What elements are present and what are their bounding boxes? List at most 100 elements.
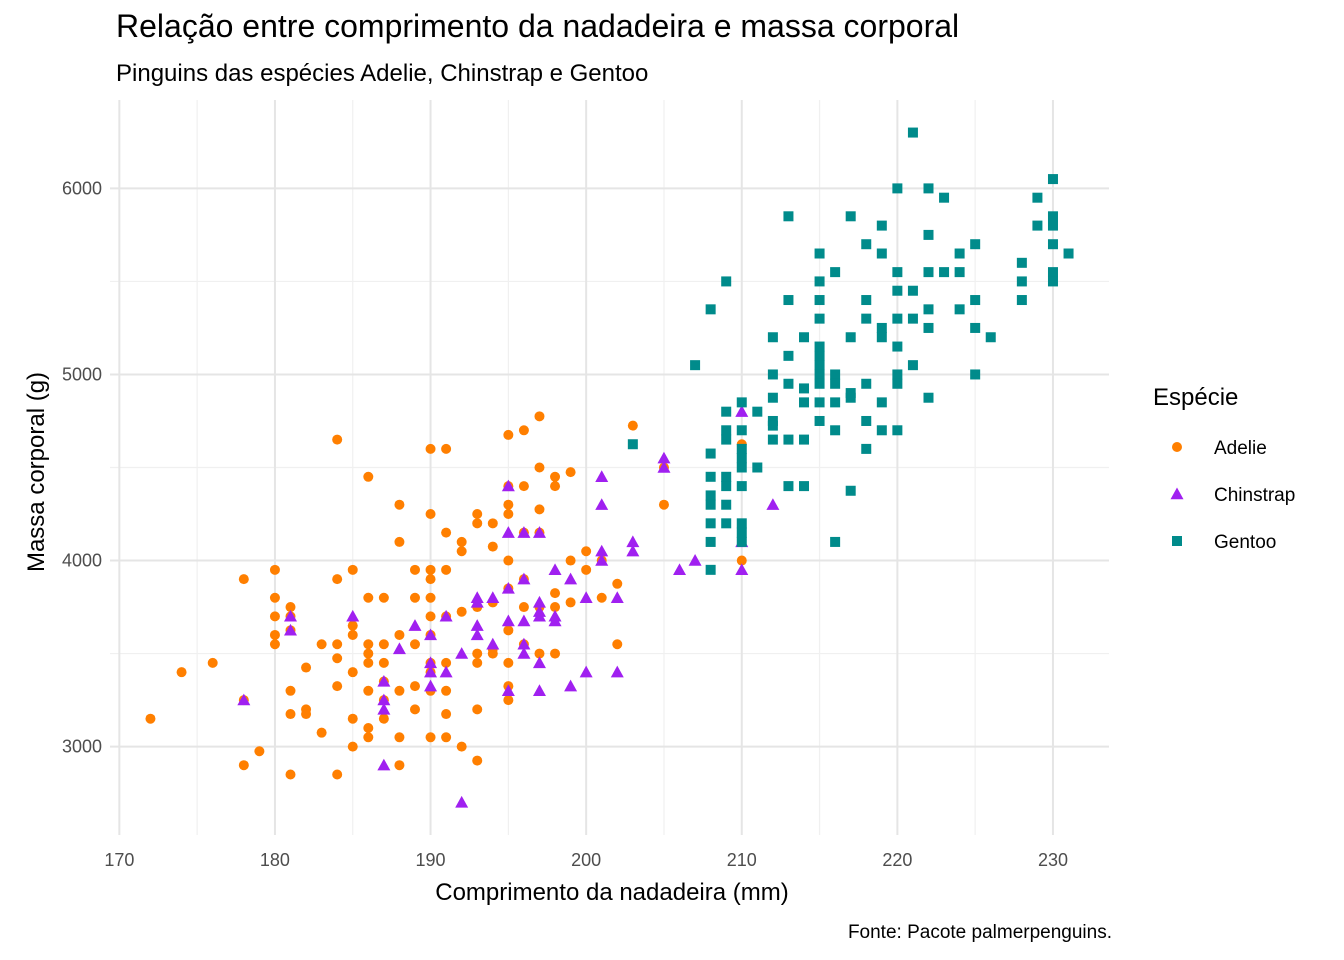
x-tick-label: 170 xyxy=(104,850,134,870)
point-adelie xyxy=(612,639,623,650)
point-adelie xyxy=(363,648,374,659)
point-gentoo xyxy=(814,378,825,389)
point-adelie xyxy=(301,662,312,673)
data-points xyxy=(145,127,1074,808)
point-chinstrap xyxy=(392,642,406,655)
point-gentoo xyxy=(1047,267,1058,278)
point-gentoo xyxy=(736,536,747,547)
legend-label-adelie: Adelie xyxy=(1214,438,1267,459)
point-chinstrap xyxy=(595,498,609,510)
point-gentoo xyxy=(783,434,794,445)
point-adelie xyxy=(332,574,343,585)
point-gentoo xyxy=(736,462,747,473)
point-chinstrap xyxy=(517,637,531,650)
point-gentoo xyxy=(783,295,794,306)
point-chinstrap xyxy=(517,647,531,659)
point-adelie xyxy=(518,481,529,492)
point-adelie xyxy=(394,499,405,510)
y-tick-label: 4000 xyxy=(62,551,102,571)
point-gentoo xyxy=(830,536,841,547)
point-chinstrap xyxy=(377,693,391,706)
x-tick-label: 180 xyxy=(260,850,290,870)
point-gentoo xyxy=(861,313,872,324)
point-adelie xyxy=(612,578,623,589)
point-adelie xyxy=(301,709,312,720)
point-gentoo xyxy=(736,443,747,454)
point-adelie xyxy=(409,639,420,650)
point-adelie xyxy=(409,681,420,692)
point-chinstrap xyxy=(486,637,500,650)
point-gentoo xyxy=(627,439,638,450)
point-adelie xyxy=(441,709,452,720)
point-adelie xyxy=(347,713,358,724)
point-adelie xyxy=(363,732,374,743)
point-chinstrap xyxy=(766,498,780,510)
point-gentoo xyxy=(736,453,747,464)
legend-key-adelie xyxy=(1172,442,1182,452)
point-adelie xyxy=(363,471,374,482)
point-adelie xyxy=(487,518,498,529)
point-gentoo xyxy=(767,434,778,445)
point-chinstrap xyxy=(501,684,515,696)
point-gentoo xyxy=(830,397,841,408)
point-gentoo xyxy=(845,392,856,403)
point-gentoo xyxy=(892,369,903,380)
point-gentoo xyxy=(1032,220,1043,231)
point-chinstrap xyxy=(626,544,640,557)
point-gentoo xyxy=(705,518,716,529)
point-adelie xyxy=(347,741,358,752)
point-gentoo xyxy=(876,425,887,436)
point-chinstrap xyxy=(595,554,609,566)
point-adelie xyxy=(378,592,389,603)
point-gentoo xyxy=(705,490,716,501)
x-tick-label: 230 xyxy=(1038,850,1068,870)
point-gentoo xyxy=(876,220,887,231)
point-gentoo xyxy=(1032,192,1043,203)
point-adelie xyxy=(285,769,296,780)
point-adelie xyxy=(145,713,156,724)
point-adelie xyxy=(363,657,374,668)
point-adelie xyxy=(534,411,545,422)
point-gentoo xyxy=(892,183,903,194)
point-adelie xyxy=(176,667,187,678)
point-gentoo xyxy=(954,267,965,278)
point-gentoo xyxy=(767,420,778,431)
point-chinstrap xyxy=(439,665,453,678)
legend-label-gentoo: Gentoo xyxy=(1214,532,1276,553)
point-gentoo xyxy=(830,267,841,278)
x-tick-label: 190 xyxy=(416,850,446,870)
point-gentoo xyxy=(783,378,794,389)
point-adelie xyxy=(472,755,483,766)
point-adelie xyxy=(550,602,561,613)
point-gentoo xyxy=(970,239,981,250)
point-adelie xyxy=(658,499,669,510)
point-gentoo xyxy=(721,481,732,492)
point-chinstrap xyxy=(517,526,531,538)
point-gentoo xyxy=(767,332,778,343)
point-chinstrap xyxy=(626,535,640,548)
point-gentoo xyxy=(830,369,841,380)
point-gentoo xyxy=(721,276,732,287)
point-gentoo xyxy=(876,332,887,343)
point-gentoo xyxy=(1047,211,1058,222)
point-chinstrap xyxy=(532,595,546,608)
point-adelie xyxy=(269,592,280,603)
point-gentoo xyxy=(721,434,732,445)
point-chinstrap xyxy=(564,679,578,692)
point-chinstrap xyxy=(657,461,671,473)
point-adelie xyxy=(441,443,452,454)
point-gentoo xyxy=(985,332,996,343)
point-gentoo xyxy=(814,341,825,352)
point-gentoo xyxy=(814,350,825,361)
point-gentoo xyxy=(876,322,887,333)
point-gentoo xyxy=(970,322,981,333)
point-chinstrap xyxy=(424,656,438,669)
point-adelie xyxy=(565,597,576,608)
point-gentoo xyxy=(923,392,934,403)
point-adelie xyxy=(534,504,545,515)
point-gentoo xyxy=(799,383,810,394)
point-adelie xyxy=(254,746,265,757)
point-adelie xyxy=(347,620,358,631)
point-gentoo xyxy=(845,485,856,496)
point-adelie xyxy=(441,527,452,538)
